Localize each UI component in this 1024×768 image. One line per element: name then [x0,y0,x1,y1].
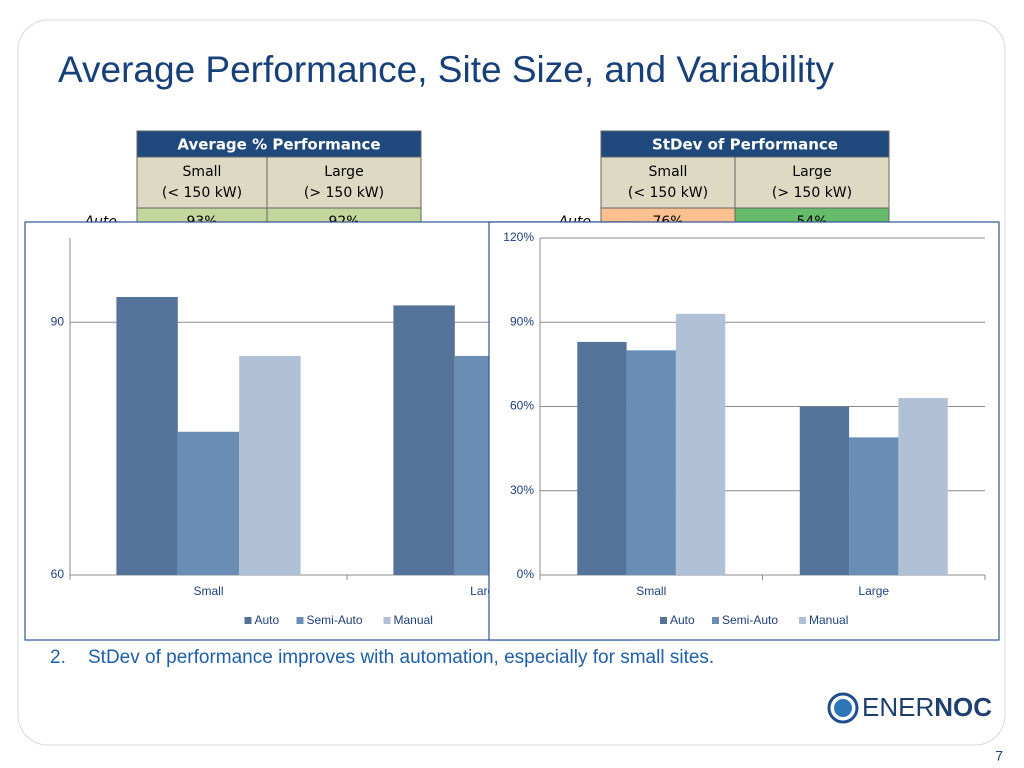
logo: ENERNOC [827,692,992,724]
legend-label: Auto [255,613,280,627]
bar [626,350,676,575]
legend-label: Semi-Auto [722,613,778,627]
footnote-number: 2. [50,647,66,668]
bar [577,341,627,575]
chart: 0% 30% 60% 90% 120% Small Large Auto Semi-Auto Ma… [488,221,1000,641]
legend-swatch [660,617,667,624]
bar [116,296,178,575]
column-label: Small [183,164,222,180]
logo-icon [827,692,859,724]
legend-label: Manual [809,613,848,627]
y-tick-label: 60 [51,567,65,581]
x-tick-label: Small [636,584,666,598]
column-label: (> 150 kW) [304,185,384,201]
y-tick-label: 60% [510,399,534,413]
bar [239,355,301,575]
table-header-text: StDev of Performance [652,136,838,154]
slide-title: Average Performance, Site Size, and Vari… [58,49,835,90]
logo-icon [834,699,852,717]
column-label: Large [792,164,831,180]
charts: 60 90 Small Large Auto Semi-Auto Manual 0% 30% 60… [24,221,1000,641]
logo-text: ENERNOC [862,692,992,722]
logo-part: ENER [862,692,934,722]
column-label: (> 150 kW) [772,185,852,201]
logo-part: NOC [934,692,992,722]
legend-label: Semi-Auto [307,613,363,627]
column-label: (< 150 kW) [628,185,708,201]
legend-swatch [296,617,304,624]
bar [675,313,726,575]
bar [849,437,899,575]
bar [177,431,240,575]
legend-label: Manual [394,613,433,627]
footnote-text: StDev of performance improves with autom… [88,647,714,668]
table-cell [734,156,890,209]
y-tick-label: 30% [510,483,534,497]
legend-swatch [712,617,719,624]
column-label: (< 150 kW) [162,185,242,201]
table: StDev of Performance Small (< 150 kW) La… [557,130,890,237]
x-tick-label: Large [858,584,889,598]
bar [898,398,948,575]
legend-swatch [244,617,252,624]
y-tick-label: 0% [517,567,535,581]
legend-swatch [383,617,391,624]
y-tick-label: 90 [51,314,65,328]
column-label: Small [649,164,688,180]
table-header [136,130,422,158]
legend-swatch [799,617,806,624]
column-label: Large [324,164,363,180]
bar [393,305,455,575]
page-number: 7 [995,748,1003,764]
table-header [600,130,890,158]
y-tick-label: 90% [510,314,534,328]
x-tick-label: Small [193,584,223,598]
legend-label: Auto [670,613,695,627]
y-tick-label: 120% [503,230,534,244]
bar [799,406,850,575]
table-header-text: Average % Performance [177,136,380,154]
